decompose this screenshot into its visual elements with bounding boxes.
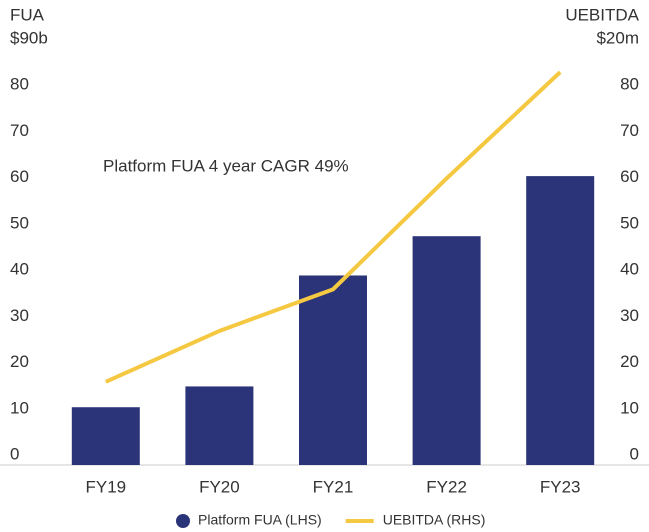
y2-tick-label: $20m	[596, 28, 639, 47]
y2-tick-label: 40	[620, 260, 639, 279]
y-tick-label: 40	[10, 260, 29, 279]
bar	[71, 407, 140, 465]
legend-label: UEBITDA (RHS)	[383, 512, 486, 528]
y2-tick-label: 70	[620, 121, 639, 140]
y-tick-label: 50	[10, 213, 29, 232]
y2-tick-label: 20	[620, 352, 639, 371]
bar	[185, 386, 254, 465]
bar	[412, 236, 481, 465]
y-tick-label: 0	[10, 444, 19, 463]
line	[104, 70, 562, 384]
y2-tick-label: 50	[620, 213, 639, 232]
y-tick-label: 80	[10, 75, 29, 94]
x-tick-label: FY22	[426, 477, 467, 496]
legend-swatch	[176, 514, 190, 528]
y-tick-label: 10	[10, 398, 29, 417]
y2-tick-label: 60	[620, 167, 639, 186]
bar	[299, 275, 367, 465]
y-axis-label: FUA	[10, 5, 45, 24]
y-tick-label: $90b	[10, 28, 48, 47]
x-tick-label: FY20	[199, 477, 240, 496]
y2-axis-label: UEBITDA	[565, 5, 639, 24]
y-tick-label: 20	[10, 352, 29, 371]
y-tick-label: 70	[10, 121, 29, 140]
y2-tick-label: 10	[620, 398, 639, 417]
y2-tick-label: 0	[630, 444, 639, 463]
y-tick-label: 60	[10, 167, 29, 186]
annotation: Platform FUA 4 year CAGR 49%	[103, 156, 349, 175]
y-tick-label: 30	[10, 306, 29, 325]
y2-tick-label: 80	[620, 75, 639, 94]
legend-label: Platform FUA (LHS)	[198, 512, 322, 528]
y2-tick-label: 30	[620, 306, 639, 325]
x-tick-label: FY19	[85, 477, 126, 496]
bar	[526, 176, 595, 465]
x-tick-label: FY21	[313, 477, 354, 496]
x-tick-label: FY23	[540, 477, 581, 496]
